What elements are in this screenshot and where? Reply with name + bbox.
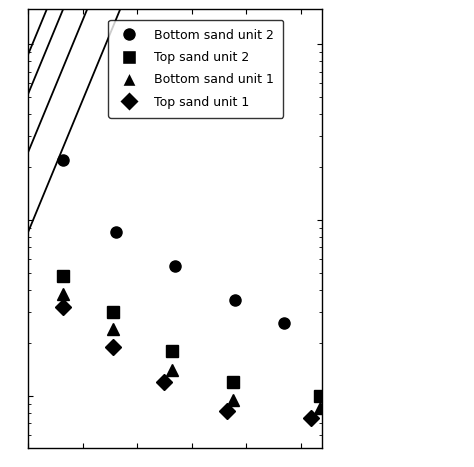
Bottom sand unit 1 (230, 397, 236, 403)
Top sand unit 1 (60, 304, 66, 310)
Bottom sand unit 2 (232, 297, 238, 303)
Bottom sand unit 1 (317, 405, 323, 411)
Top sand unit 2 (230, 379, 236, 384)
Bottom sand unit 2 (113, 230, 118, 235)
Top sand unit 2 (110, 309, 116, 315)
Bottom sand unit 2 (173, 263, 178, 269)
Top sand unit 1 (309, 415, 314, 420)
Top sand unit 1 (224, 408, 229, 414)
Line: Top sand unit 2: Top sand unit 2 (58, 270, 326, 401)
Legend: Bottom sand unit 2, Top sand unit 2, Bottom sand unit 1, Top sand unit 1: Bottom sand unit 2, Top sand unit 2, Bot… (108, 20, 283, 118)
Top sand unit 2 (60, 273, 66, 279)
Bottom sand unit 2 (282, 320, 287, 325)
Top sand unit 1 (110, 344, 116, 349)
Bottom sand unit 2 (60, 157, 66, 163)
Bottom sand unit 1 (169, 367, 175, 373)
Line: Bottom sand unit 2: Bottom sand unit 2 (58, 155, 290, 328)
Line: Bottom sand unit 1: Bottom sand unit 1 (58, 288, 326, 414)
Top sand unit 2 (169, 348, 175, 354)
Bottom sand unit 1 (60, 291, 66, 297)
Bottom sand unit 1 (110, 326, 116, 332)
Top sand unit 1 (162, 379, 167, 384)
Line: Top sand unit 1: Top sand unit 1 (58, 301, 317, 423)
Top sand unit 2 (317, 393, 323, 398)
